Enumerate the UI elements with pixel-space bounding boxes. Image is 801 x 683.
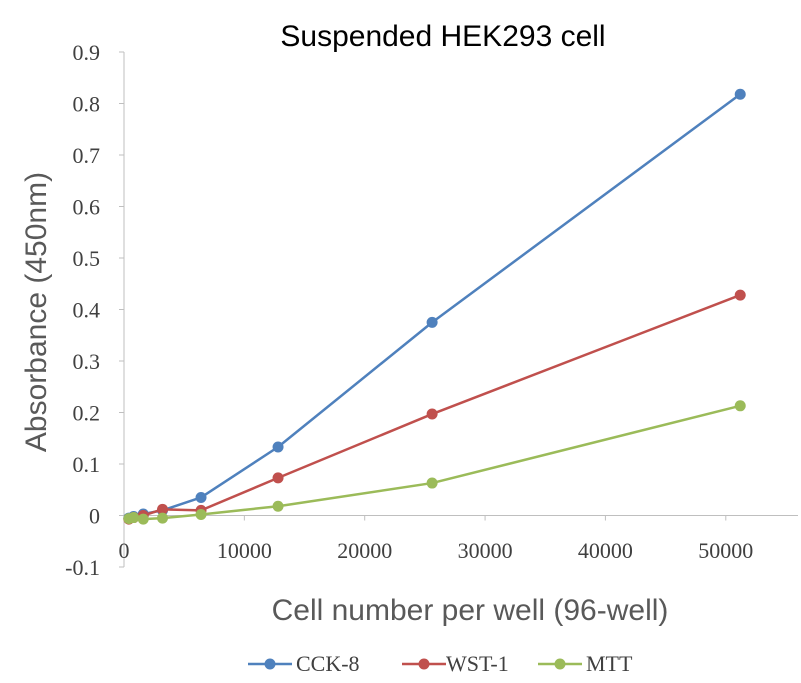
series-line-cck-8 bbox=[128, 93, 741, 520]
y-axis-ticks: 0.9 0.8 0.7 0.6 0.5 0.4 0.3 0.2 0.1 0 -0.1 bbox=[65, 40, 124, 580]
y-tick-label: 0.8 bbox=[73, 92, 101, 117]
data-point-mtt bbox=[157, 512, 169, 524]
data-point-cck-8 bbox=[272, 441, 284, 453]
legend-label-cck-8: CCK-8 bbox=[296, 651, 360, 676]
legend-label-wst-1: WST-1 bbox=[446, 651, 509, 676]
data-point-mtt bbox=[137, 513, 149, 525]
data-point-cck-8 bbox=[734, 88, 746, 100]
legend: CCK-8 WST-1 MTT bbox=[248, 651, 633, 676]
x-axis-title: Cell number per well (96-well) bbox=[272, 594, 669, 627]
y-tick-label: 0 bbox=[89, 504, 100, 529]
y-tick-label: 0.9 bbox=[73, 40, 101, 65]
x-tick-label: 40000 bbox=[578, 538, 633, 563]
data-point-mtt bbox=[195, 508, 207, 520]
data-point-wst-1 bbox=[272, 472, 284, 484]
data-point-mtt bbox=[426, 477, 438, 489]
y-axis-title: Absorbance (450nm) bbox=[20, 172, 53, 452]
x-tick-label: 0 bbox=[119, 538, 130, 563]
legend-item-cck-8: CCK-8 bbox=[248, 651, 360, 676]
y-tick-label: 0.4 bbox=[73, 298, 101, 323]
x-tick-label: 10000 bbox=[217, 538, 272, 563]
y-tick-label: 0.5 bbox=[73, 246, 101, 271]
data-point-mtt bbox=[734, 400, 746, 412]
data-point-wst-1 bbox=[734, 289, 746, 301]
legend-item-wst-1: WST-1 bbox=[402, 651, 509, 676]
chart-title: Suspended HEK293 cell bbox=[280, 20, 605, 53]
data-point-mtt bbox=[272, 500, 284, 512]
y-tick-label: 0.6 bbox=[73, 195, 101, 220]
legend-label-mtt: MTT bbox=[586, 651, 633, 676]
legend-marker-mtt bbox=[554, 658, 566, 670]
x-tick-label: 30000 bbox=[458, 538, 513, 563]
data-point-wst-1 bbox=[426, 408, 438, 420]
legend-marker-cck-8 bbox=[264, 658, 276, 670]
y-tick-label: 0.1 bbox=[73, 452, 101, 477]
y-tick-label: 0.3 bbox=[73, 349, 101, 374]
data-point-mtt bbox=[128, 512, 140, 524]
x-axis-ticks: 0 10000 20000 30000 40000 50000 bbox=[119, 515, 753, 563]
y-tick-label: 0.7 bbox=[73, 143, 101, 168]
y-tick-label: -0.1 bbox=[65, 555, 100, 580]
series-cck-8 bbox=[123, 88, 746, 524]
x-tick-label: 50000 bbox=[698, 538, 753, 563]
legend-item-mtt: MTT bbox=[538, 651, 633, 676]
data-point-cck-8 bbox=[195, 491, 207, 503]
data-point-wst-1 bbox=[157, 503, 169, 515]
x-tick-label: 20000 bbox=[337, 538, 392, 563]
legend-marker-wst-1 bbox=[418, 658, 430, 670]
data-point-cck-8 bbox=[426, 316, 438, 328]
series-mtt bbox=[123, 400, 746, 525]
y-tick-label: 0.2 bbox=[73, 401, 101, 426]
series-layer bbox=[123, 88, 746, 525]
